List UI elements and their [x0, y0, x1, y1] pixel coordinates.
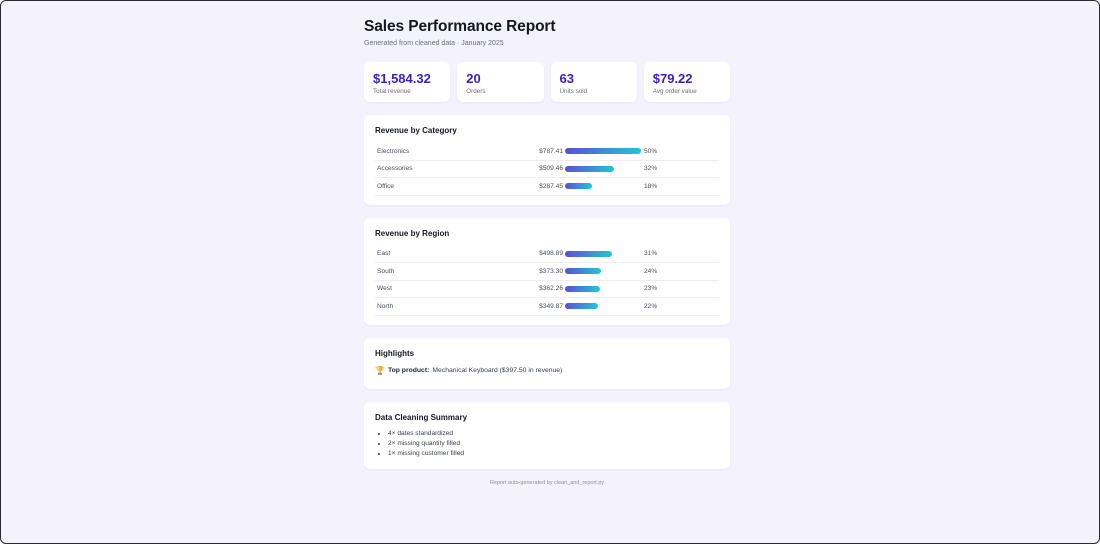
card-title: Revenue by Region: [375, 228, 450, 238]
row-amount: $362.26: [539, 285, 563, 293]
bar-track: [565, 285, 641, 292]
highlight-label: Top product:: [387, 366, 430, 374]
revenue-bar: [565, 148, 641, 155]
revenue-by-category-card: Revenue by Category Electronics $787.41 …: [364, 115, 730, 205]
list-item: 1× missing customer filled: [388, 450, 719, 457]
row-name: South: [377, 267, 395, 275]
row-percent: 18%: [644, 182, 658, 190]
stat-card-units-sold: 63 Units sold: [550, 62, 637, 102]
category-row: Electronics $787.41 50%: [375, 143, 719, 161]
row-name: Electronics: [377, 147, 410, 155]
region-row: South $373.30 24%: [375, 263, 719, 281]
region-row: East $498.89 31%: [375, 246, 719, 263]
row-percent: 32%: [644, 165, 658, 173]
stat-label: Orders: [466, 88, 486, 95]
category-row: Office $287.45 18%: [375, 178, 719, 196]
stat-value: $1,584.32: [373, 71, 431, 86]
row-percent: 23%: [644, 285, 658, 293]
stat-label: Total revenue: [373, 88, 411, 95]
highlights-card: Highlights 🏆 Top product: Mechanical Key…: [364, 337, 730, 389]
stat-label: Avg order value: [652, 88, 697, 95]
revenue-by-region-card: Revenue by Region East $498.89 31% South…: [364, 217, 730, 325]
cleaning-list: 4× dates standardized 2× missing quantit…: [375, 430, 719, 457]
row-name: Accessories: [377, 165, 413, 173]
row-percent: 24%: [644, 267, 658, 275]
highlight-text: Mechanical Keyboard ($397.50 in revenue): [432, 366, 563, 374]
list-item: 4× dates standardized: [388, 430, 719, 437]
list-item: 2× missing quantity filled: [388, 440, 719, 447]
row-amount: $787.41: [539, 147, 563, 155]
bar-track: [565, 183, 641, 190]
stat-value: 63: [559, 71, 574, 86]
stat-card-orders: 20 Orders: [457, 62, 544, 102]
footer-note: Report auto-generated by clean_and_repor…: [489, 479, 605, 486]
revenue-bar: [565, 250, 613, 257]
stat-value: 20: [466, 71, 481, 86]
stat-card-total-revenue: $1,584.32 Total revenue: [364, 62, 451, 102]
bar-track: [565, 303, 641, 310]
category-row: Accessories $509.46 32%: [375, 161, 719, 178]
row-amount: $349.87: [539, 302, 563, 310]
bar-track: [565, 165, 641, 172]
revenue-bar: [565, 285, 600, 292]
row-amount: $287.45: [539, 182, 563, 190]
row-name: East: [377, 250, 391, 258]
report-page: Sales Performance Report Generated from …: [364, 18, 730, 486]
top-product-highlight: 🏆 Top product: Mechanical Keyboard ($397…: [375, 366, 719, 375]
bar-track: [565, 268, 641, 275]
row-percent: 31%: [644, 250, 658, 258]
row-percent: 50%: [644, 147, 658, 155]
data-cleaning-summary-card: Data Cleaning Summary 4× dates standardi…: [364, 401, 730, 469]
trophy-icon: 🏆: [375, 365, 385, 375]
row-name: Office: [377, 182, 395, 190]
row-name: West: [377, 285, 392, 293]
region-row: North $349.87 22%: [375, 298, 719, 316]
card-title: Highlights: [375, 348, 415, 358]
revenue-bar: [565, 303, 599, 310]
page-subtitle: Generated from cleaned data · January 20…: [364, 40, 504, 47]
revenue-bar: [565, 268, 602, 275]
bar-track: [565, 250, 641, 257]
card-title: Revenue by Category: [375, 126, 457, 135]
row-amount: $373.30: [539, 267, 563, 275]
stat-label: Units sold: [559, 88, 588, 95]
card-title: Data Cleaning Summary: [375, 412, 468, 422]
row-amount: $498.89: [539, 250, 563, 258]
revenue-bar: [565, 165, 614, 172]
row-name: North: [377, 302, 394, 310]
stats-row: $1,584.32 Total revenue 20 Orders 63 Uni…: [364, 62, 730, 102]
bar-track: [565, 148, 641, 155]
row-percent: 22%: [644, 302, 658, 310]
region-row: West $362.26 23%: [375, 281, 719, 298]
row-amount: $509.46: [539, 165, 563, 173]
revenue-bar: [565, 183, 593, 190]
stat-value: $79.22: [652, 71, 693, 86]
page-title: Sales Performance Report: [364, 18, 556, 35]
stat-card-avg-order-value: $79.22 Avg order value: [643, 62, 730, 102]
